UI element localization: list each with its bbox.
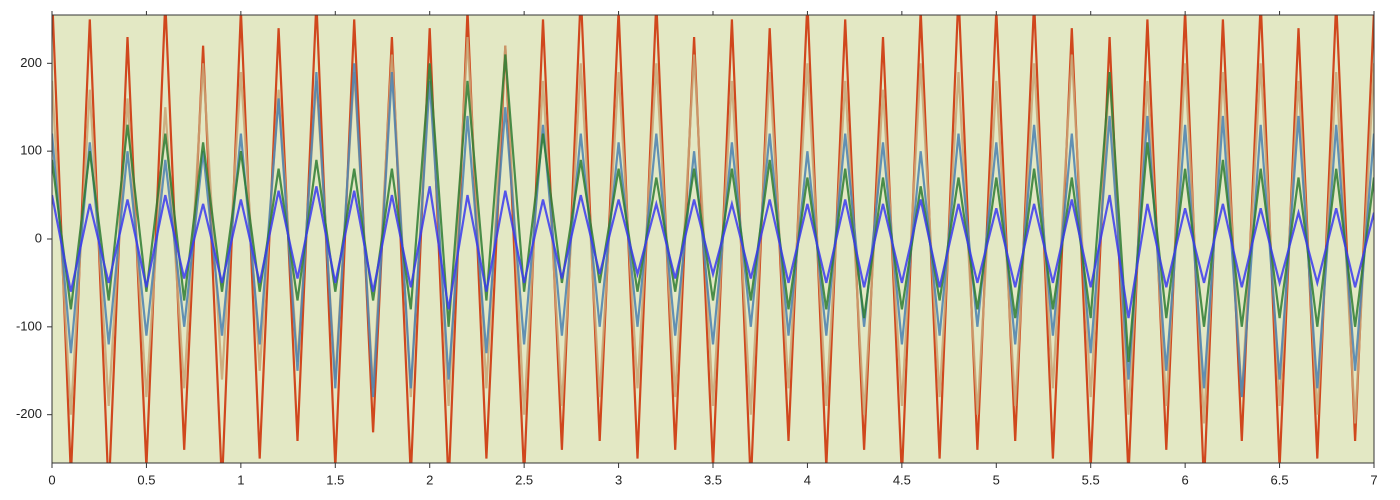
x-tick-label: 0.5 [137, 472, 155, 487]
x-tick-label: 3.5 [704, 472, 722, 487]
x-tick-label: 1.5 [326, 472, 344, 487]
x-tick-label: 5 [993, 472, 1000, 487]
x-tick-label: 6 [1182, 472, 1189, 487]
y-tick-label: -200 [16, 406, 42, 421]
x-tick-label: 2.5 [515, 472, 533, 487]
x-tick-label: 4.5 [893, 472, 911, 487]
y-tick-label: 0 [35, 230, 42, 245]
x-tick-label: 2 [426, 472, 433, 487]
y-tick-label: 200 [20, 55, 42, 70]
x-tick-label: 7 [1370, 472, 1377, 487]
x-tick-label: 4 [804, 472, 811, 487]
x-tick-label: 3 [615, 472, 622, 487]
x-tick-label: 5.5 [1082, 472, 1100, 487]
signal-line [52, 186, 1374, 319]
x-tick-label: 6.5 [1271, 472, 1289, 487]
x-tick-label: 0 [48, 472, 55, 487]
y-tick-label: -100 [16, 318, 42, 333]
plot-area [52, 15, 1374, 463]
y-tick-label: 100 [20, 143, 42, 158]
signal-line [52, 54, 1374, 363]
x-tick-label: 1 [237, 472, 244, 487]
